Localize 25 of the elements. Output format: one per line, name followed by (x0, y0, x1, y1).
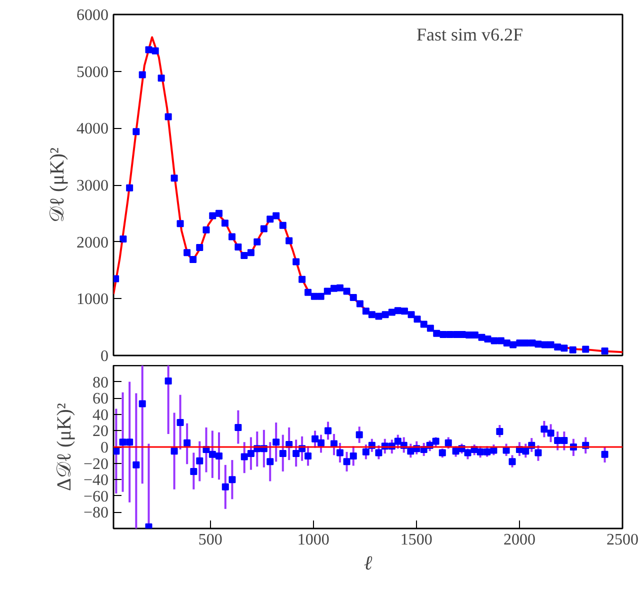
y-tick-label: 0 (100, 348, 108, 365)
y-tick-label: 1000 (76, 291, 108, 308)
y-tick-label: 0 (100, 440, 108, 456)
y-tick-label: −80 (83, 504, 109, 522)
y-axis-title: Δ𝒟ℓ (μK)² (53, 403, 76, 491)
x-tick-label: 1000 (297, 532, 330, 548)
y-tick-label: 6000 (76, 7, 108, 24)
y-tick-label: 80 (92, 374, 108, 392)
y-tick-label: −20 (83, 456, 109, 473)
annotation: Fast sim v6.2F (416, 24, 524, 45)
y-tick-label: −40 (83, 472, 109, 490)
y-axis-title: 𝒟ℓ (μK)² (46, 147, 68, 223)
x-tick-label: 2500 (606, 532, 638, 548)
x-tick-label: 2000 (503, 532, 536, 548)
y-tick-label: 40 (92, 406, 108, 424)
x-tick-label: 500 (198, 532, 222, 548)
x-tick-label: 1500 (400, 532, 432, 548)
y-tick-label: −60 (83, 488, 109, 506)
y-tick-label: 2000 (76, 234, 108, 252)
y-tick-label: 3000 (76, 178, 108, 194)
x-axis-title: ℓ (364, 552, 373, 574)
y-tick-label: 5000 (76, 64, 108, 81)
y-tick-label: 4000 (76, 120, 108, 138)
y-tick-label: 60 (92, 390, 108, 408)
y-tick-label: 20 (92, 423, 108, 440)
